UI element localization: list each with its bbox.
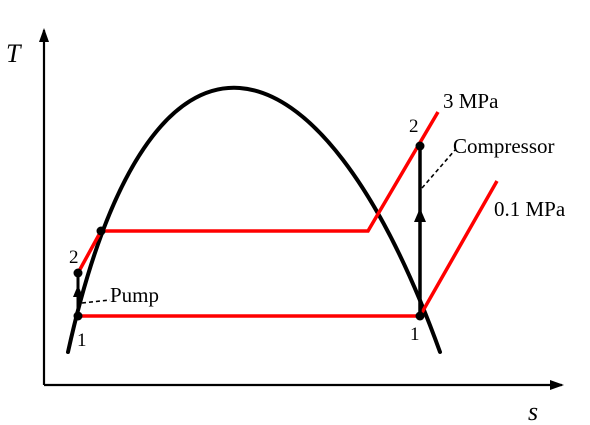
y-axis-label: T — [6, 39, 22, 68]
compressor-leader-line — [421, 149, 456, 189]
compressor-outlet-state-label: 2 — [409, 116, 419, 137]
state-point-dot — [415, 141, 425, 151]
pump-leader-line — [81, 299, 111, 304]
pump-arrow-icon — [73, 285, 83, 297]
saturation-dome — [66, 85, 442, 354]
state-point-dot — [73, 311, 83, 321]
compressor-inlet-state-label: 1 — [410, 324, 420, 345]
pump-label: Pump — [110, 283, 159, 307]
isobar-high-pressure — [76, 111, 440, 274]
axes: T s — [6, 28, 564, 425]
state-point-dot — [415, 311, 425, 321]
pump-outlet-state-label: 2 — [69, 247, 79, 268]
state-points: 1 2 1 2 — [69, 116, 425, 351]
state-point-dot — [96, 226, 106, 236]
pump-inlet-state-label: 1 — [77, 330, 87, 351]
compressor-process: Compressor — [414, 134, 555, 316]
high-pressure-label: 3 MPa — [443, 89, 499, 113]
pump-process: Pump — [73, 273, 159, 316]
compressor-label: Compressor — [453, 134, 555, 158]
isobars: 3 MPa 0.1 MPa — [76, 89, 566, 318]
state-point-dot — [73, 268, 83, 278]
low-pressure-label: 0.1 MPa — [494, 197, 566, 221]
x-axis-label: s — [528, 397, 538, 425]
compressor-arrow-icon — [414, 208, 426, 222]
